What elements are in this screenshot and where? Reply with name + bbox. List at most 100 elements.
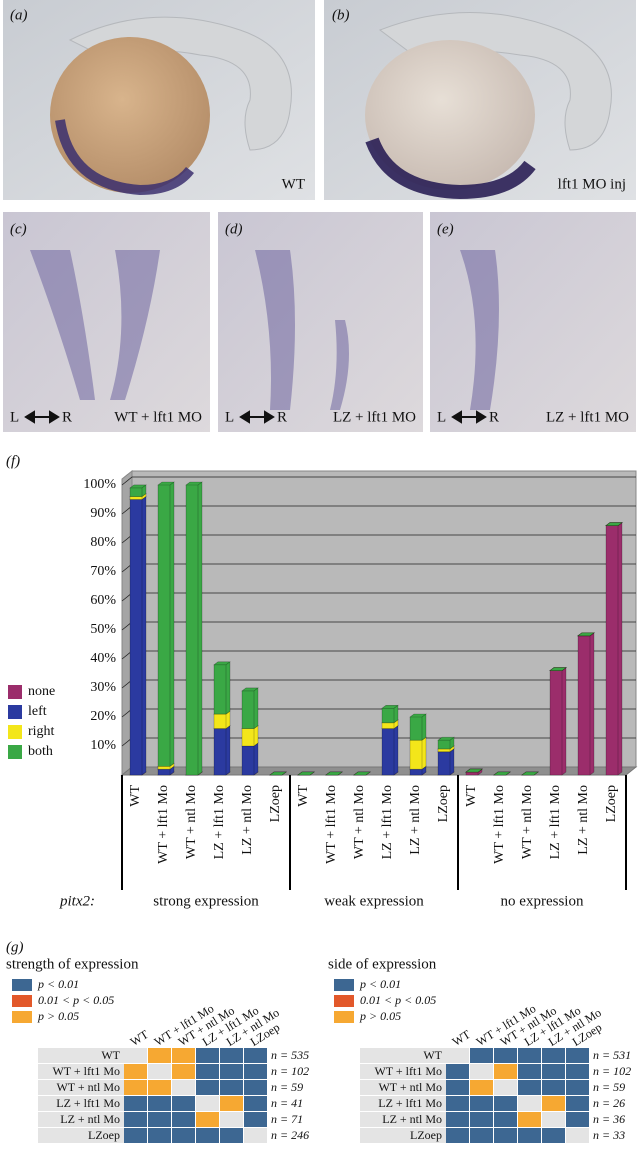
- row-label: WT + ntl Mo: [378, 1080, 442, 1094]
- matrix-cell: [244, 1080, 267, 1095]
- matrix-cell: [446, 1064, 469, 1079]
- matrix-cell: [470, 1064, 493, 1079]
- x-tick-label: WT + ntl Mo: [520, 785, 535, 859]
- n-label: n = 71: [271, 1112, 303, 1126]
- matrix-cell: [172, 1064, 195, 1079]
- row-band: [38, 1048, 124, 1063]
- matrix-cell: [494, 1096, 517, 1111]
- matrix-cell: [196, 1048, 219, 1063]
- matrix-cell: [494, 1048, 517, 1063]
- n-label: n = 33: [593, 1128, 625, 1142]
- legend-swatch: [12, 979, 32, 991]
- column-label: WT: [450, 1027, 474, 1049]
- matrix-cell: [196, 1096, 219, 1111]
- legend-swatch: [12, 995, 32, 1007]
- bar-segment: [269, 771, 287, 776]
- matrix-cell: [172, 1112, 195, 1127]
- matrix-cell: [470, 1112, 493, 1127]
- matrix-cell: [220, 1064, 243, 1079]
- matrix-cell: [244, 1048, 267, 1063]
- bar-segment: [129, 484, 147, 498]
- panel-label: (c): [10, 221, 27, 237]
- row-band: [38, 1128, 124, 1143]
- side-label: R: [489, 409, 499, 425]
- matrix-cell: [470, 1048, 493, 1063]
- panel-label: (d): [225, 221, 243, 237]
- n-label: n = 531: [593, 1048, 631, 1062]
- bar-segment: [493, 771, 511, 776]
- matrix-cell: [124, 1048, 147, 1063]
- row-band: [360, 1048, 446, 1063]
- legend-swatch: [8, 705, 22, 719]
- n-label: n = 246: [271, 1128, 309, 1142]
- legend-label: both: [28, 744, 53, 759]
- matrix-cell: [542, 1128, 565, 1143]
- matrix-cell: [220, 1112, 243, 1127]
- staining: [365, 137, 536, 200]
- matrix-cell: [124, 1080, 147, 1095]
- bar-segment: [549, 667, 567, 671]
- row-band: [38, 1096, 124, 1111]
- matrix-cell: [542, 1112, 565, 1127]
- matrix-cell: [172, 1096, 195, 1111]
- x-tick-label: WT + lft1 Mo: [156, 785, 171, 864]
- x-tick-label: WT + ntl Mo: [352, 785, 367, 859]
- matrix-cell: [566, 1064, 589, 1079]
- bar-segment: [241, 687, 259, 730]
- legend-label: left: [28, 704, 47, 719]
- matrix-cell: [124, 1128, 147, 1143]
- matrix-cell: [172, 1080, 195, 1095]
- y-tick-label: 60%: [90, 593, 116, 608]
- side-label: R: [62, 409, 72, 425]
- n-label: n = 102: [593, 1064, 631, 1078]
- y-tick-label: 90%: [90, 506, 116, 521]
- panel-label: (g): [6, 939, 24, 955]
- matrix-cell: [220, 1128, 243, 1143]
- matrix-cell: [470, 1080, 493, 1095]
- n-label: n = 26: [593, 1096, 625, 1110]
- matrix-cell: [566, 1128, 589, 1143]
- x-tick-label: WT + ntl Mo: [184, 785, 199, 859]
- matrix-cell: [244, 1112, 267, 1127]
- x-tick-label: WT: [296, 785, 311, 807]
- legend-swatch: [334, 979, 354, 991]
- bar-segment: [381, 725, 399, 776]
- matrix-cell: [220, 1080, 243, 1095]
- bar-segment: [241, 742, 259, 776]
- matrix-cell: [446, 1096, 469, 1111]
- bar-segment: [381, 704, 399, 724]
- row-label: LZ + lft1 Mo: [56, 1096, 120, 1110]
- bar-segment: [605, 522, 623, 526]
- y-tick-label: 10%: [90, 738, 116, 753]
- bar-segment: [465, 768, 483, 773]
- group-label: no expression: [501, 893, 584, 909]
- row-label: LZ + ntl Mo: [60, 1112, 120, 1126]
- matrix-cell: [124, 1064, 147, 1079]
- matrix-cell: [148, 1112, 171, 1127]
- matrix-cell: [148, 1048, 171, 1063]
- bar-segment: [577, 632, 595, 776]
- legend-label: p < 0.01: [359, 977, 401, 991]
- legend-label: p > 0.05: [359, 1009, 401, 1023]
- row-label: WT + lft1 Mo: [374, 1064, 442, 1078]
- matrix-cell: [172, 1128, 195, 1143]
- y-tick-label: 80%: [90, 535, 116, 550]
- photo-d: [218, 212, 423, 432]
- row-band: [38, 1112, 124, 1127]
- bar-segment: [605, 522, 623, 776]
- matrix-cell: [494, 1112, 517, 1127]
- matrix-cell: [518, 1064, 541, 1079]
- matrix-cell: [446, 1112, 469, 1127]
- bar-segment: [213, 661, 231, 715]
- matrix-cell: [220, 1096, 243, 1111]
- row-band: [360, 1128, 446, 1143]
- matrix-cell: [124, 1096, 147, 1111]
- embryo-yolk: [50, 37, 210, 193]
- staining: [255, 250, 349, 410]
- matrix-cell: [518, 1096, 541, 1111]
- matrix-cell: [494, 1080, 517, 1095]
- bar-segment: [353, 771, 371, 776]
- x-tick-label: WT + lft1 Mo: [324, 785, 339, 864]
- n-label: n = 41: [271, 1096, 303, 1110]
